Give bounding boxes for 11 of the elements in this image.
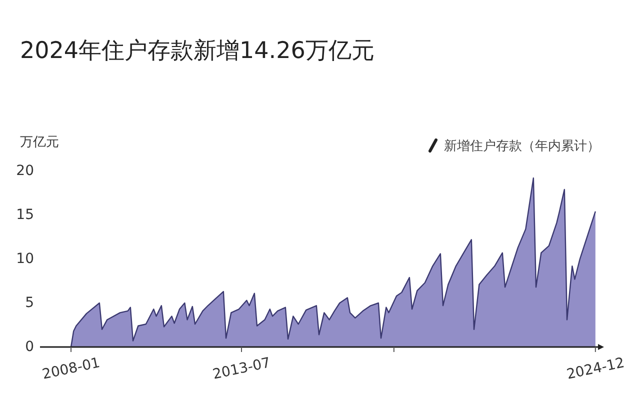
x-tick-label: 2013-07 (211, 355, 272, 383)
y-tick-label: 10 (16, 251, 34, 267)
chart-title: 2024年住户存款新增14.26万亿元 (20, 38, 374, 64)
legend-item: 新增住户存款（年内累计） (428, 138, 600, 154)
x-tick-label: 2008-01 (40, 355, 102, 383)
y-tick-label: 20 (16, 163, 34, 179)
x-tick-label: 2024-12 (565, 355, 626, 383)
y-axis-title: 万亿元 (20, 135, 59, 150)
y-tick-label: 5 (25, 295, 34, 311)
y-tick-label: 15 (16, 207, 34, 223)
y-tick-label: 0 (25, 339, 34, 355)
